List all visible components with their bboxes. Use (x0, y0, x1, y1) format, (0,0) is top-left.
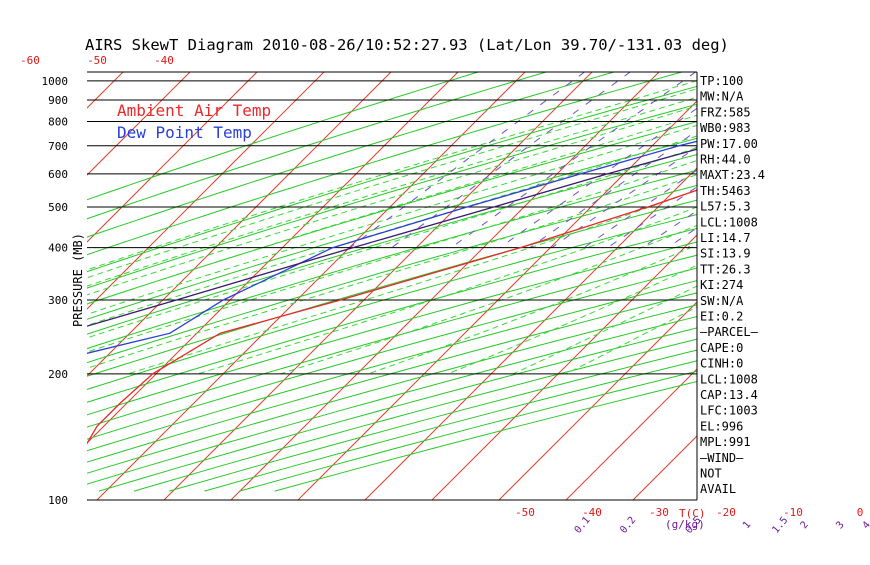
bottom-temp-tick-label: -20 (716, 506, 736, 519)
pressure-tick-label: 300 (48, 294, 68, 307)
pressure-tick-label: 400 (48, 242, 68, 255)
stability-index: MW:N/A (700, 90, 744, 104)
bottom-temp-tick-label: -30 (649, 506, 669, 519)
top-temp-tick-label: -40 (154, 54, 174, 67)
stability-index: EL:996 (700, 419, 743, 433)
stability-index: CAPE:0 (700, 341, 743, 355)
stability-index: —WIND— (700, 451, 744, 465)
stability-index: KI:274 (700, 278, 743, 292)
pressure-tick-label: 200 (48, 368, 68, 381)
stability-index: PW:17.00 (700, 137, 758, 151)
pressure-tick-label: 700 (48, 140, 68, 153)
stability-index: EI:0.2 (700, 310, 743, 324)
stability-index: LCL:1008 (700, 372, 758, 386)
stability-index: —PARCEL— (700, 325, 759, 339)
legend-ambient-air-temp: Ambient Air Temp (117, 101, 271, 120)
stability-index: LFC:1003 (700, 404, 758, 418)
bottom-temp-tick-label: 0 (857, 506, 864, 519)
legend-dew-point-temp: Dew Point Temp (117, 123, 252, 142)
top-temp-tick-label: -50 (87, 54, 107, 67)
stability-index: RH:44.0 (700, 153, 751, 167)
stability-index: LI:14.7 (700, 231, 751, 245)
stability-index: SI:13.9 (700, 247, 751, 261)
pressure-tick-label: 600 (48, 168, 68, 181)
stability-index: TH:5463 (700, 184, 751, 198)
stability-index: TT:26.3 (700, 262, 751, 276)
pressure-tick-label: 500 (48, 201, 68, 214)
stability-index: WB0:983 (700, 121, 751, 135)
chart-title: AIRS SkewT Diagram 2010-08-26/10:52:27.9… (85, 36, 729, 54)
stability-index: CAP:13.4 (700, 388, 758, 402)
stability-index: L57:5.3 (700, 200, 751, 214)
bottom-temp-tick-label: -50 (515, 506, 535, 519)
stability-index: MPL:991 (700, 435, 751, 449)
pressure-tick-label: 1000 (42, 75, 69, 88)
top-temp-tick-label: -60 (20, 54, 40, 67)
bottom-temp-tick-label: -10 (783, 506, 803, 519)
stability-index: LCL:1008 (700, 215, 758, 229)
y-axis-label: PRESSURE (MB) (71, 233, 85, 327)
stability-index: FRZ:585 (700, 105, 751, 119)
pressure-tick-label: 900 (48, 94, 68, 107)
stability-index: CINH:0 (700, 357, 743, 371)
stability-index: SW:N/A (700, 294, 744, 308)
stability-index: AVAIL (700, 482, 736, 496)
stability-index: MAXT:23.4 (700, 168, 765, 182)
stability-index: TP:100 (700, 74, 743, 88)
pressure-tick-label: 800 (48, 115, 68, 128)
stability-index: NOT (700, 467, 722, 481)
pressure-tick-label: 100 (48, 494, 68, 507)
